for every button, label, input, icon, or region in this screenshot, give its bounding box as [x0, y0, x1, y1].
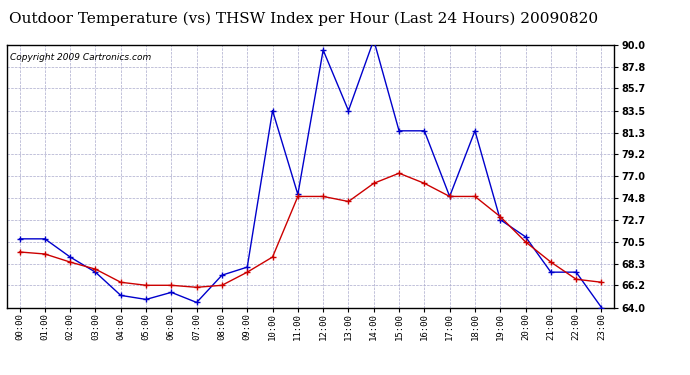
Text: Copyright 2009 Cartronics.com: Copyright 2009 Cartronics.com	[10, 53, 151, 62]
Text: Outdoor Temperature (vs) THSW Index per Hour (Last 24 Hours) 20090820: Outdoor Temperature (vs) THSW Index per …	[9, 11, 598, 26]
